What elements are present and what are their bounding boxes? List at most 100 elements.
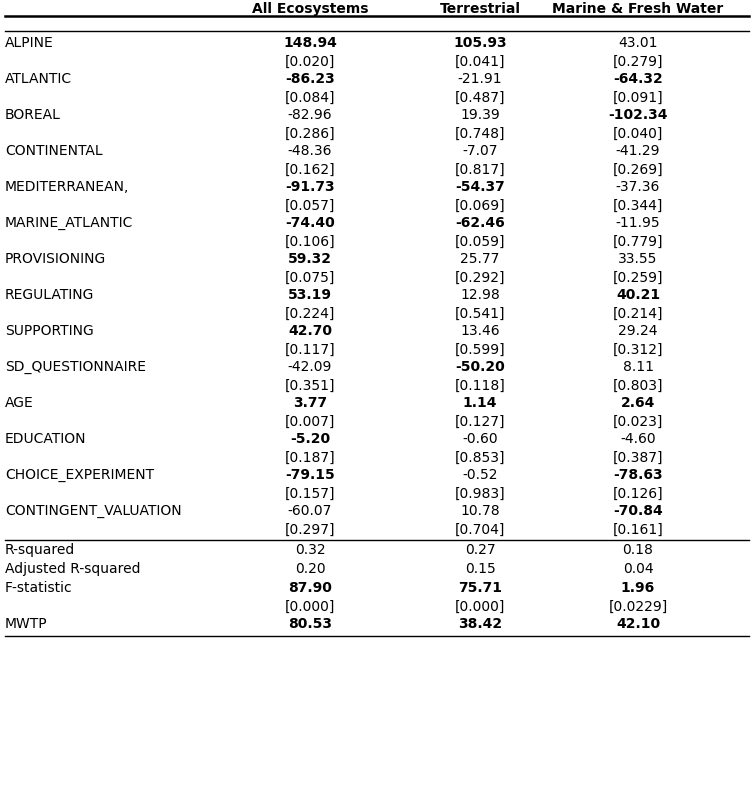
Text: 1.14: 1.14 bbox=[463, 396, 497, 410]
Text: [0.059]: [0.059] bbox=[455, 234, 505, 249]
Text: [0.351]: [0.351] bbox=[285, 379, 336, 393]
Text: [0.817]: [0.817] bbox=[455, 163, 505, 177]
Text: F-statistic: F-statistic bbox=[5, 581, 72, 594]
Text: 25.77: 25.77 bbox=[460, 251, 500, 266]
Text: [0.983]: [0.983] bbox=[455, 487, 505, 500]
Text: CONTINENTAL: CONTINENTAL bbox=[5, 144, 103, 158]
Text: [0.126]: [0.126] bbox=[613, 487, 664, 500]
Text: -48.36: -48.36 bbox=[288, 144, 333, 158]
Text: -74.40: -74.40 bbox=[285, 216, 335, 230]
Text: -7.07: -7.07 bbox=[462, 144, 498, 158]
Text: SD_QUESTIONNAIRE: SD_QUESTIONNAIRE bbox=[5, 359, 146, 374]
Text: 29.24: 29.24 bbox=[618, 324, 657, 337]
Text: -82.96: -82.96 bbox=[288, 108, 333, 122]
Text: 87.90: 87.90 bbox=[288, 581, 332, 594]
Text: 38.42: 38.42 bbox=[458, 616, 502, 630]
Text: 2.64: 2.64 bbox=[621, 396, 655, 410]
Text: -0.52: -0.52 bbox=[462, 467, 498, 482]
Text: 8.11: 8.11 bbox=[623, 359, 654, 374]
Text: -5.20: -5.20 bbox=[290, 431, 330, 445]
Text: [0.779]: [0.779] bbox=[613, 234, 664, 249]
Text: 12.98: 12.98 bbox=[460, 288, 500, 302]
Text: -60.07: -60.07 bbox=[288, 504, 333, 517]
Text: PROVISIONING: PROVISIONING bbox=[5, 251, 106, 266]
Text: 33.55: 33.55 bbox=[618, 251, 657, 266]
Text: 0.15: 0.15 bbox=[464, 561, 495, 575]
Text: [0.084]: [0.084] bbox=[285, 91, 336, 105]
Text: [0.803]: [0.803] bbox=[613, 379, 664, 393]
Text: 19.39: 19.39 bbox=[460, 108, 500, 122]
Text: 40.21: 40.21 bbox=[616, 288, 660, 302]
Text: 53.19: 53.19 bbox=[288, 288, 332, 302]
Text: 0.27: 0.27 bbox=[464, 543, 495, 556]
Text: -86.23: -86.23 bbox=[285, 72, 335, 86]
Text: 80.53: 80.53 bbox=[288, 616, 332, 630]
Text: -50.20: -50.20 bbox=[455, 359, 505, 374]
Text: BOREAL: BOREAL bbox=[5, 108, 61, 122]
Text: 43.01: 43.01 bbox=[618, 36, 657, 50]
Text: [0.069]: [0.069] bbox=[455, 199, 505, 212]
Text: All Ecosystems: All Ecosystems bbox=[252, 2, 368, 16]
Text: MARINE_ATLANTIC: MARINE_ATLANTIC bbox=[5, 216, 133, 230]
Text: Terrestrial: Terrestrial bbox=[440, 2, 520, 16]
Text: [0.214]: [0.214] bbox=[613, 307, 664, 320]
Text: [0.269]: [0.269] bbox=[613, 163, 664, 177]
Text: ALPINE: ALPINE bbox=[5, 36, 54, 50]
Text: -91.73: -91.73 bbox=[285, 180, 335, 194]
Text: [0.161]: [0.161] bbox=[612, 522, 664, 536]
Text: [0.224]: [0.224] bbox=[285, 307, 336, 320]
Text: -70.84: -70.84 bbox=[613, 504, 663, 517]
Text: [0.091]: [0.091] bbox=[613, 91, 664, 105]
Text: -78.63: -78.63 bbox=[613, 467, 663, 482]
Text: [0.286]: [0.286] bbox=[285, 127, 336, 141]
Text: [0.023]: [0.023] bbox=[613, 414, 664, 428]
Text: [0.279]: [0.279] bbox=[613, 55, 664, 69]
Text: -54.37: -54.37 bbox=[455, 180, 505, 194]
Text: 10.78: 10.78 bbox=[460, 504, 500, 517]
Text: [0.040]: [0.040] bbox=[613, 127, 664, 141]
Text: [0.704]: [0.704] bbox=[455, 522, 505, 536]
Text: [0.117]: [0.117] bbox=[285, 342, 336, 357]
Text: 3.77: 3.77 bbox=[293, 396, 327, 410]
Text: [0.599]: [0.599] bbox=[455, 342, 505, 357]
Text: EDUCATION: EDUCATION bbox=[5, 431, 87, 445]
Text: 0.20: 0.20 bbox=[295, 561, 325, 575]
Text: [0.057]: [0.057] bbox=[285, 199, 336, 212]
Text: REGULATING: REGULATING bbox=[5, 288, 94, 302]
Text: 0.04: 0.04 bbox=[623, 561, 653, 575]
Text: [0.344]: [0.344] bbox=[613, 199, 664, 212]
Text: [0.853]: [0.853] bbox=[455, 450, 505, 465]
Text: -0.60: -0.60 bbox=[462, 431, 498, 445]
Text: ATLANTIC: ATLANTIC bbox=[5, 72, 72, 86]
Text: -41.29: -41.29 bbox=[616, 144, 661, 158]
Text: [0.487]: [0.487] bbox=[455, 91, 505, 105]
Text: -37.36: -37.36 bbox=[616, 180, 661, 194]
Text: [0.157]: [0.157] bbox=[285, 487, 336, 500]
Text: [0.041]: [0.041] bbox=[455, 55, 505, 69]
Text: 13.46: 13.46 bbox=[460, 324, 500, 337]
Text: -4.60: -4.60 bbox=[621, 431, 656, 445]
Text: -64.32: -64.32 bbox=[613, 72, 663, 86]
Text: Marine & Fresh Water: Marine & Fresh Water bbox=[553, 2, 724, 16]
Text: [0.007]: [0.007] bbox=[285, 414, 336, 428]
Text: [0.000]: [0.000] bbox=[455, 599, 505, 613]
Text: -21.91: -21.91 bbox=[458, 72, 502, 86]
Text: [0.106]: [0.106] bbox=[285, 234, 336, 249]
Text: 59.32: 59.32 bbox=[288, 251, 332, 266]
Text: -62.46: -62.46 bbox=[455, 216, 505, 230]
Text: [0.748]: [0.748] bbox=[455, 127, 505, 141]
Text: 0.32: 0.32 bbox=[295, 543, 325, 556]
Text: MEDITERRANEAN,: MEDITERRANEAN, bbox=[5, 180, 130, 194]
Text: [0.162]: [0.162] bbox=[285, 163, 336, 177]
Text: AGE: AGE bbox=[5, 396, 34, 410]
Text: Adjusted R-squared: Adjusted R-squared bbox=[5, 561, 140, 575]
Text: [0.187]: [0.187] bbox=[285, 450, 336, 465]
Text: [0.541]: [0.541] bbox=[455, 307, 505, 320]
Text: 42.70: 42.70 bbox=[288, 324, 332, 337]
Text: MWTP: MWTP bbox=[5, 616, 48, 630]
Text: CHOICE_EXPERIMENT: CHOICE_EXPERIMENT bbox=[5, 467, 154, 482]
Text: -42.09: -42.09 bbox=[288, 359, 333, 374]
Text: R-squared: R-squared bbox=[5, 543, 75, 556]
Text: 75.71: 75.71 bbox=[458, 581, 502, 594]
Text: 42.10: 42.10 bbox=[616, 616, 660, 630]
